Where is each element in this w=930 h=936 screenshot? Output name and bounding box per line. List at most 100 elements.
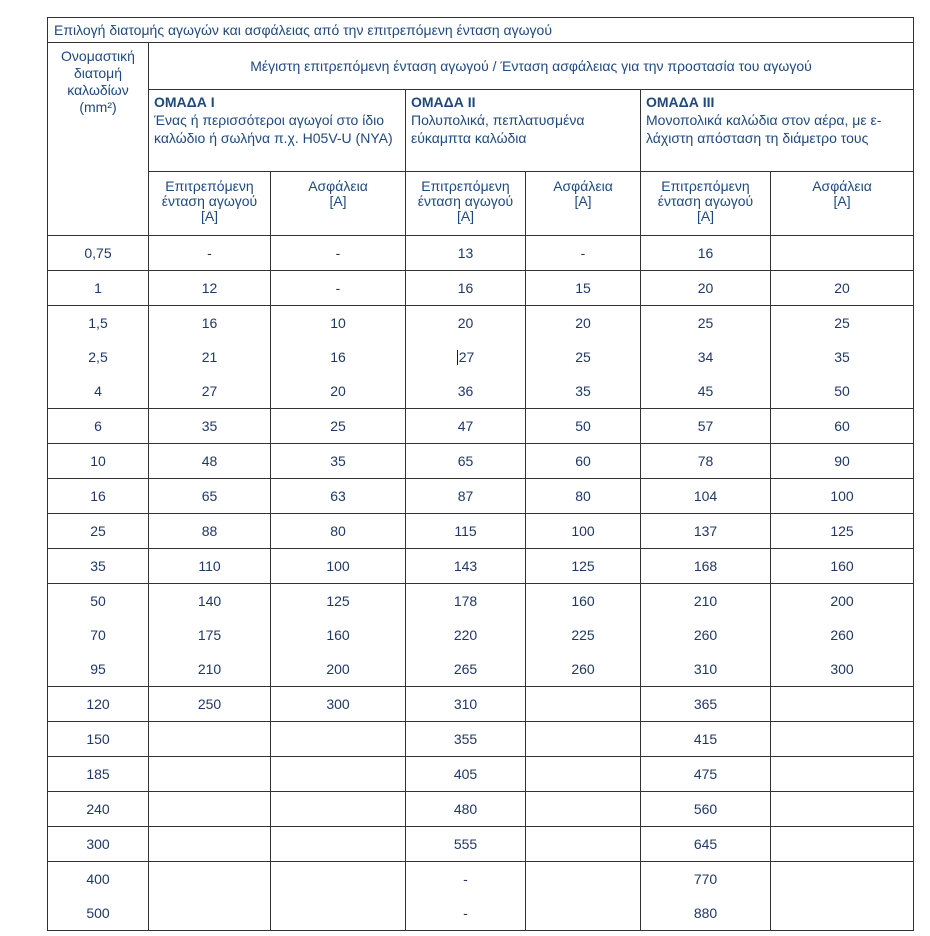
value-cell: 143 bbox=[405, 548, 526, 584]
table-row: 2,5 21 16 27 25 34 35 bbox=[47, 340, 915, 374]
value-cell: 27 bbox=[148, 374, 271, 409]
group-2-current-header: Επιτρεπόμενη ένταση αγωγού [A] bbox=[405, 171, 526, 236]
value-cell: 34 bbox=[640, 340, 771, 374]
unit-label: [A] bbox=[329, 193, 347, 209]
table-body: 0,75- -13-16 1 12-16 15 20 20 1,5 16 10 20 20 25 25 2,… bbox=[47, 235, 915, 931]
value-cell: 87 bbox=[405, 478, 526, 514]
value-cell: 25 bbox=[769, 305, 915, 340]
table-title: Επιλογή διατομής αγωγών και ασφάλειας απ… bbox=[46, 17, 915, 43]
value-cell: 35 bbox=[148, 408, 271, 444]
value-cell: 178 bbox=[405, 583, 526, 618]
value-cell: 12 bbox=[148, 270, 271, 306]
value-cell bbox=[148, 826, 271, 862]
value-cell: 35 bbox=[769, 340, 915, 374]
table-row: 10 48 35 65 60 78 90 bbox=[47, 443, 915, 479]
group-header-row: ΟΜΑΔΑ I Ένας ή περισσότεροι αγωγοί στο ί… bbox=[48, 89, 915, 172]
current-label: Επιτρεπόμενη ένταση αγωγού bbox=[657, 178, 754, 209]
size-cell: 400 bbox=[47, 861, 149, 896]
value-cell: 60 bbox=[525, 443, 641, 479]
value-cell: 45 bbox=[640, 374, 771, 409]
table-row: 50 140 125 178 160 210 200 bbox=[47, 583, 915, 618]
value-cell bbox=[525, 791, 641, 827]
value-cell: 20 bbox=[270, 374, 406, 409]
value-cell: 48 bbox=[148, 443, 271, 479]
value-cell: 200 bbox=[270, 652, 406, 687]
value-cell: 16 bbox=[148, 305, 271, 340]
size-cell: 1,5 bbox=[47, 305, 149, 340]
unit-label: [A] bbox=[456, 208, 475, 224]
value-cell bbox=[769, 861, 915, 896]
value-cell: 88 bbox=[148, 513, 271, 549]
table-row: 4 27 20 36 35 45 50 bbox=[47, 374, 915, 409]
value-cell: 20 bbox=[769, 270, 915, 306]
value-cell bbox=[270, 721, 406, 757]
value-cell bbox=[525, 756, 641, 792]
value-cell: 200 bbox=[769, 583, 915, 618]
value-cell: 555 bbox=[405, 826, 526, 862]
value-cell: - bbox=[405, 861, 526, 896]
table-row: 185 405 475 bbox=[47, 756, 915, 792]
value-cell bbox=[148, 756, 271, 792]
value-cell: - bbox=[525, 235, 641, 271]
value-cell bbox=[525, 861, 641, 896]
table-title-row: Επιλογή διατομής αγωγών και ασφάλειας απ… bbox=[46, 17, 915, 43]
value-cell: 300 bbox=[769, 652, 915, 687]
value-cell bbox=[525, 721, 641, 757]
value-cell: 260 bbox=[525, 652, 641, 687]
unit-label: [A] bbox=[696, 208, 715, 224]
value-cell: 50 bbox=[525, 408, 641, 444]
size-cell: 500 bbox=[47, 896, 149, 931]
value-cell: 225 bbox=[525, 618, 641, 652]
size-cell: 25 bbox=[47, 513, 149, 549]
value-cell: 36 bbox=[405, 374, 526, 409]
value-cell: 20 bbox=[405, 305, 526, 340]
size-cell: 150 bbox=[47, 721, 149, 757]
value-cell: 220 bbox=[405, 618, 526, 652]
value-cell bbox=[525, 826, 641, 862]
size-cell: 4 bbox=[47, 374, 149, 409]
value-cell: 310 bbox=[405, 686, 526, 722]
value-cell: 125 bbox=[525, 548, 641, 584]
group-3-name: ΟΜΑΔΑ III bbox=[646, 94, 715, 110]
value-cell bbox=[525, 686, 641, 722]
group-1-current-header: Επιτρεπόμενη ένταση αγωγού [A] bbox=[148, 171, 271, 236]
value-cell: 175 bbox=[148, 618, 271, 652]
value-cell bbox=[769, 896, 915, 931]
table-row: 16 65 63 87 80 104 100 bbox=[47, 478, 915, 514]
value-cell: - bbox=[270, 235, 406, 271]
size-cell: 300 bbox=[47, 826, 149, 862]
value-cell: 100 bbox=[769, 478, 915, 514]
value-cell: 80 bbox=[525, 478, 641, 514]
group-1-fuse-header: Ασφάλεια [A] bbox=[270, 171, 406, 236]
size-cell: 35 bbox=[47, 548, 149, 584]
value-cell: 480 bbox=[405, 791, 526, 827]
value-cell: 50 bbox=[769, 374, 915, 409]
value-cell bbox=[525, 896, 641, 931]
fuse-label: Ασφάλεια bbox=[812, 178, 872, 194]
table-row: 300 555 645 bbox=[47, 826, 915, 862]
current-label: Επιτρεπόμενη ένταση αγωγού bbox=[161, 178, 258, 209]
value-cell bbox=[270, 861, 406, 896]
value-cell: 25 bbox=[270, 408, 406, 444]
value-cell: 250 bbox=[148, 686, 271, 722]
value-cell bbox=[270, 826, 406, 862]
value-cell: 104 bbox=[640, 478, 771, 514]
table-row: 0,75- -13-16 bbox=[47, 235, 915, 271]
value-cell: - bbox=[148, 235, 271, 271]
value-cell: 20 bbox=[640, 270, 771, 306]
subheader-row: Επιτρεπόμενη ένταση αγωγού [A] Ασφάλεια … bbox=[48, 171, 915, 236]
value-cell bbox=[270, 756, 406, 792]
value-cell bbox=[148, 721, 271, 757]
size-cell: 10 bbox=[47, 443, 149, 479]
table-row: 1,5 16 10 20 20 25 25 bbox=[47, 305, 915, 340]
group-3-description: Μονοπολικά καλώδια στον αέρα, με ε-λάχισ… bbox=[646, 112, 882, 146]
value-cell: 475 bbox=[640, 756, 771, 792]
value-cell: 16 bbox=[405, 270, 526, 306]
group-2-name: ΟΜΑΔΑ II bbox=[411, 94, 476, 110]
value-cell: 60 bbox=[769, 408, 915, 444]
value-cell: 25 bbox=[640, 305, 771, 340]
size-column-header: Ονομαστική διατομή καλωδίων (mm²) bbox=[47, 42, 149, 236]
value-cell bbox=[148, 896, 271, 931]
table-row: 400 - 770 bbox=[47, 861, 915, 896]
